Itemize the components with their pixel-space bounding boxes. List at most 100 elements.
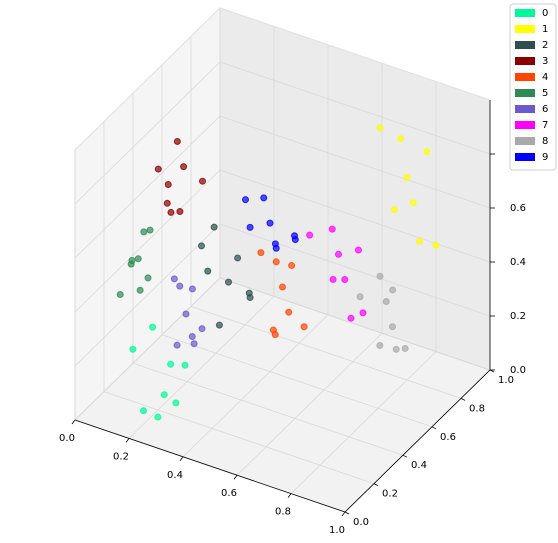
point: [423, 148, 431, 156]
point: [257, 249, 265, 257]
point: [242, 196, 249, 204]
legend-swatch: [515, 137, 535, 145]
y-tick-label: 0.4: [411, 460, 427, 471]
point: [279, 283, 286, 291]
grid-line: [219, 223, 491, 317]
point: [389, 323, 396, 331]
grid-line: [128, 296, 275, 439]
point: [432, 241, 440, 249]
point: [376, 272, 384, 280]
point: [376, 124, 384, 132]
axis-line: [344, 369, 491, 513]
legend-label: 0: [542, 8, 548, 19]
point: [170, 275, 178, 283]
point: [347, 314, 355, 322]
point: [167, 208, 175, 216]
grid-line: [182, 314, 329, 458]
x-tick-label: 0.6: [221, 488, 237, 499]
point: [172, 399, 180, 407]
point: [401, 344, 409, 352]
z-tick-label: 0.6: [510, 203, 526, 214]
point: [271, 331, 279, 339]
y-tick: [373, 483, 379, 486]
point: [409, 199, 417, 207]
point: [163, 199, 171, 207]
point: [210, 223, 218, 231]
legend-label: 8: [542, 136, 548, 147]
point: [160, 391, 168, 399]
x-tick: [125, 438, 130, 443]
legend-swatch: [515, 153, 535, 161]
grid-line: [161, 334, 433, 428]
axis-line: [74, 419, 346, 513]
legend-label: 1: [542, 24, 548, 35]
point: [129, 345, 137, 353]
y-tick-label: 0.8: [469, 403, 485, 414]
x-tick-label: 1.0: [329, 525, 345, 536]
point: [382, 298, 390, 305]
point: [246, 294, 254, 302]
point: [144, 274, 152, 282]
grid-line: [74, 277, 221, 421]
grid-line: [74, 169, 221, 313]
point: [246, 223, 254, 231]
point: [146, 226, 154, 234]
legend-label: 6: [542, 104, 548, 115]
point: [403, 174, 411, 181]
point: [260, 194, 268, 202]
point: [173, 137, 181, 145]
x-tick: [179, 456, 184, 462]
point: [359, 309, 367, 317]
legend-swatch: [515, 89, 535, 97]
x-tick-label: 0.2: [113, 451, 129, 462]
x-tick: [233, 474, 238, 480]
grid-line: [74, 223, 221, 367]
point: [182, 310, 190, 318]
point: [271, 240, 279, 248]
point: [266, 219, 274, 227]
point: [215, 321, 223, 329]
point: [329, 275, 337, 283]
x-tick: [341, 511, 346, 517]
grid-line: [236, 332, 383, 476]
grid-line: [219, 115, 491, 209]
point: [173, 341, 181, 349]
point: [154, 413, 162, 421]
point: [164, 181, 172, 188]
point: [272, 258, 280, 266]
legend-swatch: [515, 57, 535, 65]
grid-line: [103, 391, 375, 484]
point: [306, 231, 314, 239]
point: [198, 242, 205, 250]
grid-line: [190, 306, 462, 399]
x-tick: [71, 419, 76, 425]
legend-label: 9: [542, 152, 548, 163]
y-tick: [344, 511, 350, 515]
y-tick-label: 0.2: [382, 489, 398, 500]
x-tick: [287, 493, 292, 498]
grid-line: [74, 61, 221, 205]
x-tick-label: 0.8: [275, 507, 291, 518]
legend-swatch: [515, 73, 535, 81]
point: [356, 293, 364, 301]
point: [167, 360, 175, 368]
point: [134, 255, 142, 263]
point: [341, 276, 349, 283]
z-tick-label: 0.4: [510, 257, 526, 268]
point: [181, 361, 189, 369]
grid-line: [219, 277, 491, 371]
point: [136, 286, 144, 294]
x-tick-label: 0.4: [167, 470, 183, 481]
point: [397, 135, 405, 143]
point: [176, 208, 184, 216]
y-tick: [460, 398, 466, 401]
grid-line: [219, 169, 491, 263]
point: [285, 308, 293, 316]
grid-line: [219, 61, 491, 155]
legend-swatch: [515, 25, 535, 33]
y-tick: [402, 454, 408, 458]
point: [354, 246, 362, 254]
legend-label: 3: [542, 56, 548, 67]
point: [234, 254, 242, 262]
point: [188, 285, 196, 293]
